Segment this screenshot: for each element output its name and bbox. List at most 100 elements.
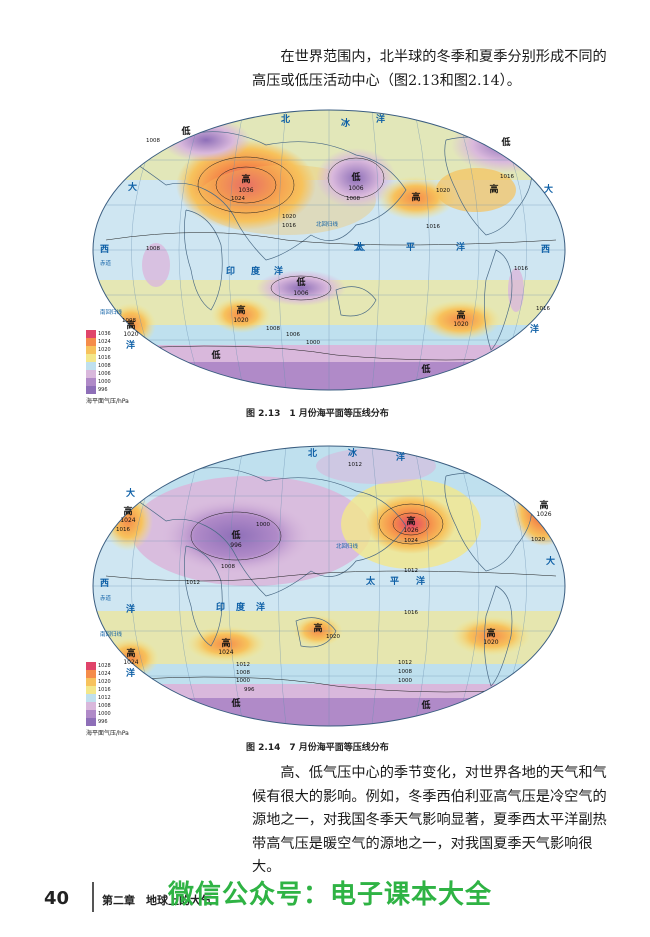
- isobar-label: 1000: [236, 678, 250, 684]
- center-value: 1020: [233, 317, 248, 324]
- footer-divider: [92, 882, 94, 912]
- legend-row: 996: [86, 718, 129, 726]
- ocean-label: 西: [100, 578, 109, 589]
- ocean-label: 平: [406, 242, 415, 253]
- pressure-center-label: 低: [230, 697, 240, 709]
- center-value: 1026: [403, 527, 418, 534]
- legend-swatch: [86, 702, 96, 710]
- pressure-center-label: 高: [241, 173, 250, 185]
- center-value: 1020: [453, 321, 468, 328]
- isobar-label: 1020: [531, 537, 545, 543]
- ocean-label: 大: [126, 487, 135, 499]
- ocean-label: 洋: [256, 601, 265, 613]
- ocean-label: 洋: [274, 265, 283, 277]
- pressure-center-label: 高: [489, 183, 498, 195]
- isobar-label: 1020: [282, 214, 296, 220]
- isobar-label: 1024: [404, 538, 418, 544]
- isobar-label: 1024: [231, 196, 245, 202]
- pressure-center-label: 高: [123, 505, 132, 517]
- pressure-center-label: 高: [456, 309, 465, 321]
- page-number: 40: [44, 888, 70, 909]
- equator-label: 赤道: [100, 259, 112, 267]
- center-value: 1036: [238, 187, 253, 194]
- watermark-text: 微信公众号：电子课本大全: [168, 880, 493, 910]
- ocean-label: 度: [236, 601, 246, 613]
- january-isobar-map: 北 冰 洋 大 西 洋 太 平 洋 印 度 洋 太 西 洋 大 北回归线 赤道 …: [92, 109, 566, 391]
- legend-value: 1008: [98, 703, 111, 709]
- isobar-label: 1012: [186, 580, 200, 586]
- ocean-label: 洋: [126, 667, 135, 679]
- tropic-of-cancer-label: 北回归线: [316, 220, 339, 228]
- ocean-label: 大: [546, 555, 555, 567]
- isobar-label: 1012: [398, 660, 412, 666]
- isobar-label: 1008: [146, 246, 160, 252]
- legend-row: 1000: [86, 710, 129, 718]
- ocean-label: 太: [355, 241, 366, 253]
- legend-value: 996: [98, 719, 108, 725]
- pressure-center-label: 高: [486, 627, 495, 639]
- legend-value: 1036: [98, 331, 111, 337]
- pressure-center-label: 低: [210, 349, 220, 361]
- isobar-label: 1008: [266, 326, 280, 332]
- legend-value: 1000: [98, 379, 111, 385]
- isobar-label: 1016: [404, 610, 418, 616]
- legend-swatch: [86, 686, 96, 694]
- chapter-title: 第二章 地球上的大气: [102, 894, 212, 907]
- tropic-of-cancer-label: 北回归线: [336, 542, 359, 550]
- isobar-label: 1016: [116, 527, 130, 533]
- legend-row: 1008: [86, 702, 129, 710]
- ocean-label: 度: [251, 265, 261, 277]
- ocean-label: 冰: [341, 117, 351, 129]
- center-value: 1006: [348, 185, 363, 192]
- legend-swatch: [86, 718, 96, 726]
- isobar-label: 1008: [146, 138, 160, 144]
- legend-value: 1028: [98, 663, 111, 669]
- july-isobar-map: 北 冰 洋 大 西 洋 太 平 洋 印 度 洋 洋 大 北回归线 赤道 南回归线…: [92, 445, 566, 727]
- legend-row: 1024: [86, 670, 129, 678]
- isobar-label: 996: [244, 687, 255, 693]
- tropic-of-capricorn-label: 南回归线: [100, 630, 123, 638]
- isobar-label: 1016: [500, 174, 514, 180]
- isobar-label: 1012: [404, 568, 418, 574]
- legend-row: 1028: [86, 662, 129, 670]
- tropic-of-capricorn-label: 南回归线: [100, 308, 123, 316]
- legend-swatch: [86, 662, 96, 670]
- pressure-center-label: 高: [411, 191, 420, 203]
- intro-paragraph: 在世界范围内，北半球的冬季和夏季分别形成不同的高压或低压活动中心（图2.13和图…: [252, 49, 607, 89]
- legend-swatch: [86, 670, 96, 678]
- center-value: 1024: [123, 659, 138, 666]
- legend-unit: 海平面气压/hPa: [86, 398, 129, 405]
- ocean-label: 洋: [126, 603, 135, 615]
- ocean-label: 印: [216, 601, 225, 613]
- pressure-center-label: 低: [420, 699, 430, 711]
- legend-value: 1006: [98, 371, 111, 377]
- legend-value: 1012: [98, 695, 111, 701]
- body-paragraph: 高、低气压中心的季节变化，对世界各地的天气和气候有很大的影响。例如，冬季西伯利亚…: [252, 765, 607, 875]
- legend-swatch: [86, 330, 96, 338]
- legend-row: 1016: [86, 354, 129, 362]
- legend-swatch: [86, 678, 96, 686]
- ocean-label: 冰: [348, 447, 358, 459]
- ocean-label: 洋: [126, 339, 135, 351]
- legend-row: 1020: [86, 346, 129, 354]
- january-legend: 1036 1024 1020 1016 1008 1006 1000 996 海平面气压/hP…: [86, 330, 129, 405]
- pressure-center-label: 低: [230, 529, 240, 541]
- pressure-center-label: 低: [350, 171, 360, 183]
- pressure-center-label: 高: [236, 304, 245, 316]
- isobar-label: 1008: [398, 669, 412, 675]
- legend-unit: 海平面气压/hPa: [86, 730, 129, 737]
- legend-swatch: [86, 378, 96, 386]
- ocean-label: 洋: [416, 575, 425, 587]
- pressure-center-label: 低: [180, 125, 190, 137]
- pressure-center-label: 低: [500, 136, 510, 148]
- ocean-label: 北: [281, 113, 290, 125]
- ocean-label: 太: [353, 241, 364, 253]
- ocean-label: 印: [226, 265, 235, 277]
- legend-swatch: [86, 346, 96, 354]
- legend-value: 1024: [98, 671, 111, 677]
- legend-row: 1012: [86, 694, 129, 702]
- ocean-label: 大: [544, 183, 553, 195]
- pressure-center-label: 高: [313, 622, 322, 634]
- legend-value: 1020: [98, 679, 111, 685]
- legend-row: 1006: [86, 370, 129, 378]
